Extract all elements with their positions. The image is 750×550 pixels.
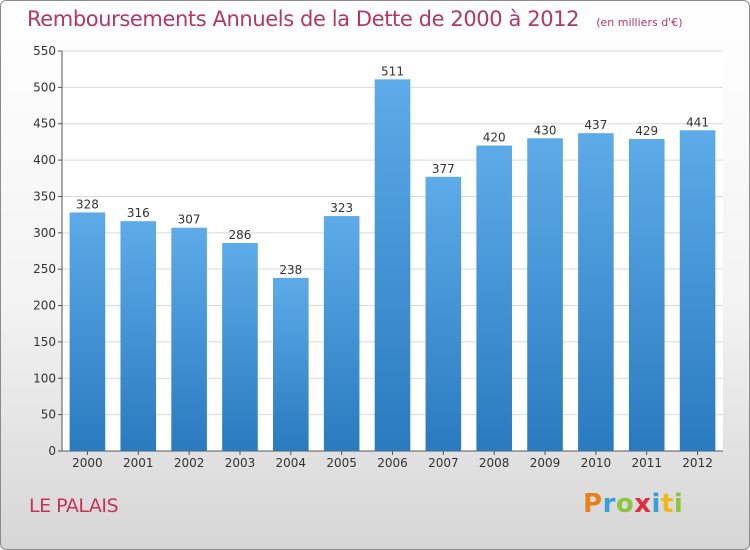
y-tick-label: 250: [33, 262, 56, 276]
y-tick-label: 400: [33, 153, 56, 167]
x-tick-label: 2009: [530, 456, 561, 470]
title-row: Remboursements Annuels de la Dette de 20…: [27, 7, 682, 31]
y-tick-label: 550: [33, 44, 56, 58]
bar-value-label: 323: [330, 201, 353, 215]
bar-value-label: 511: [381, 64, 404, 78]
bar: [171, 227, 207, 451]
bar-value-label: 420: [483, 131, 506, 145]
bar: [69, 212, 106, 451]
logo-letter: o: [615, 489, 635, 519]
bar: [679, 130, 716, 452]
y-tick-label: 200: [33, 299, 56, 313]
y-tick-label: 0: [48, 444, 56, 458]
x-tick-label: 2007: [428, 456, 459, 470]
x-tick-label: 2000: [72, 456, 103, 470]
bar: [476, 145, 512, 451]
x-tick-label: 2005: [326, 456, 357, 470]
x-tick-label: 2008: [479, 456, 510, 470]
proxiti-logo: Proxiti: [583, 489, 683, 519]
y-tick-label: 150: [33, 335, 56, 349]
bar-value-label: 429: [635, 124, 658, 138]
bar-value-label: 430: [534, 123, 557, 137]
x-tick-label: 2006: [377, 456, 408, 470]
bar: [628, 139, 665, 451]
bar: [222, 243, 258, 451]
bar-value-label: 238: [279, 263, 302, 277]
bar-value-label: 437: [584, 118, 607, 132]
bar-value-label: 286: [229, 228, 252, 242]
x-tick-label: 2003: [225, 456, 256, 470]
x-tick-label: 2010: [581, 456, 612, 470]
bar-value-label: 307: [178, 213, 201, 227]
y-tick-label: 300: [33, 226, 56, 240]
y-tick-label: 50: [41, 408, 56, 422]
bar: [120, 221, 157, 451]
y-tick-label: 500: [33, 80, 56, 94]
logo-letter: P: [583, 489, 603, 519]
bar: [323, 216, 360, 451]
y-tick-label: 450: [33, 117, 56, 131]
bar: [273, 277, 309, 451]
logo-letter: x: [634, 489, 652, 519]
x-tick-label: 2012: [682, 456, 713, 470]
x-tick-label: 2011: [631, 456, 662, 470]
chart-title: Remboursements Annuels de la Dette de 20…: [27, 7, 580, 31]
bar: [578, 133, 614, 451]
logo-letter: i: [651, 489, 661, 519]
bar: [425, 176, 462, 451]
x-tick-label: 2001: [123, 456, 154, 470]
logo-letter: i: [673, 489, 684, 519]
x-tick-label: 2004: [276, 456, 307, 470]
bar-value-label: 316: [127, 206, 150, 220]
commune-name: LE PALAIS: [29, 495, 119, 517]
logo-letter: t: [660, 489, 674, 519]
y-tick-label: 100: [33, 371, 56, 385]
bar-value-label: 328: [76, 197, 99, 211]
chart-subtitle: (en milliers d'€): [596, 16, 683, 29]
bar-value-label: 441: [686, 115, 709, 129]
bar-value-label: 377: [432, 162, 455, 176]
bar: [527, 138, 563, 452]
logo-letter: r: [602, 489, 616, 519]
x-tick-label: 2002: [174, 456, 205, 470]
bar: [374, 79, 411, 451]
y-tick-label: 350: [33, 189, 56, 203]
